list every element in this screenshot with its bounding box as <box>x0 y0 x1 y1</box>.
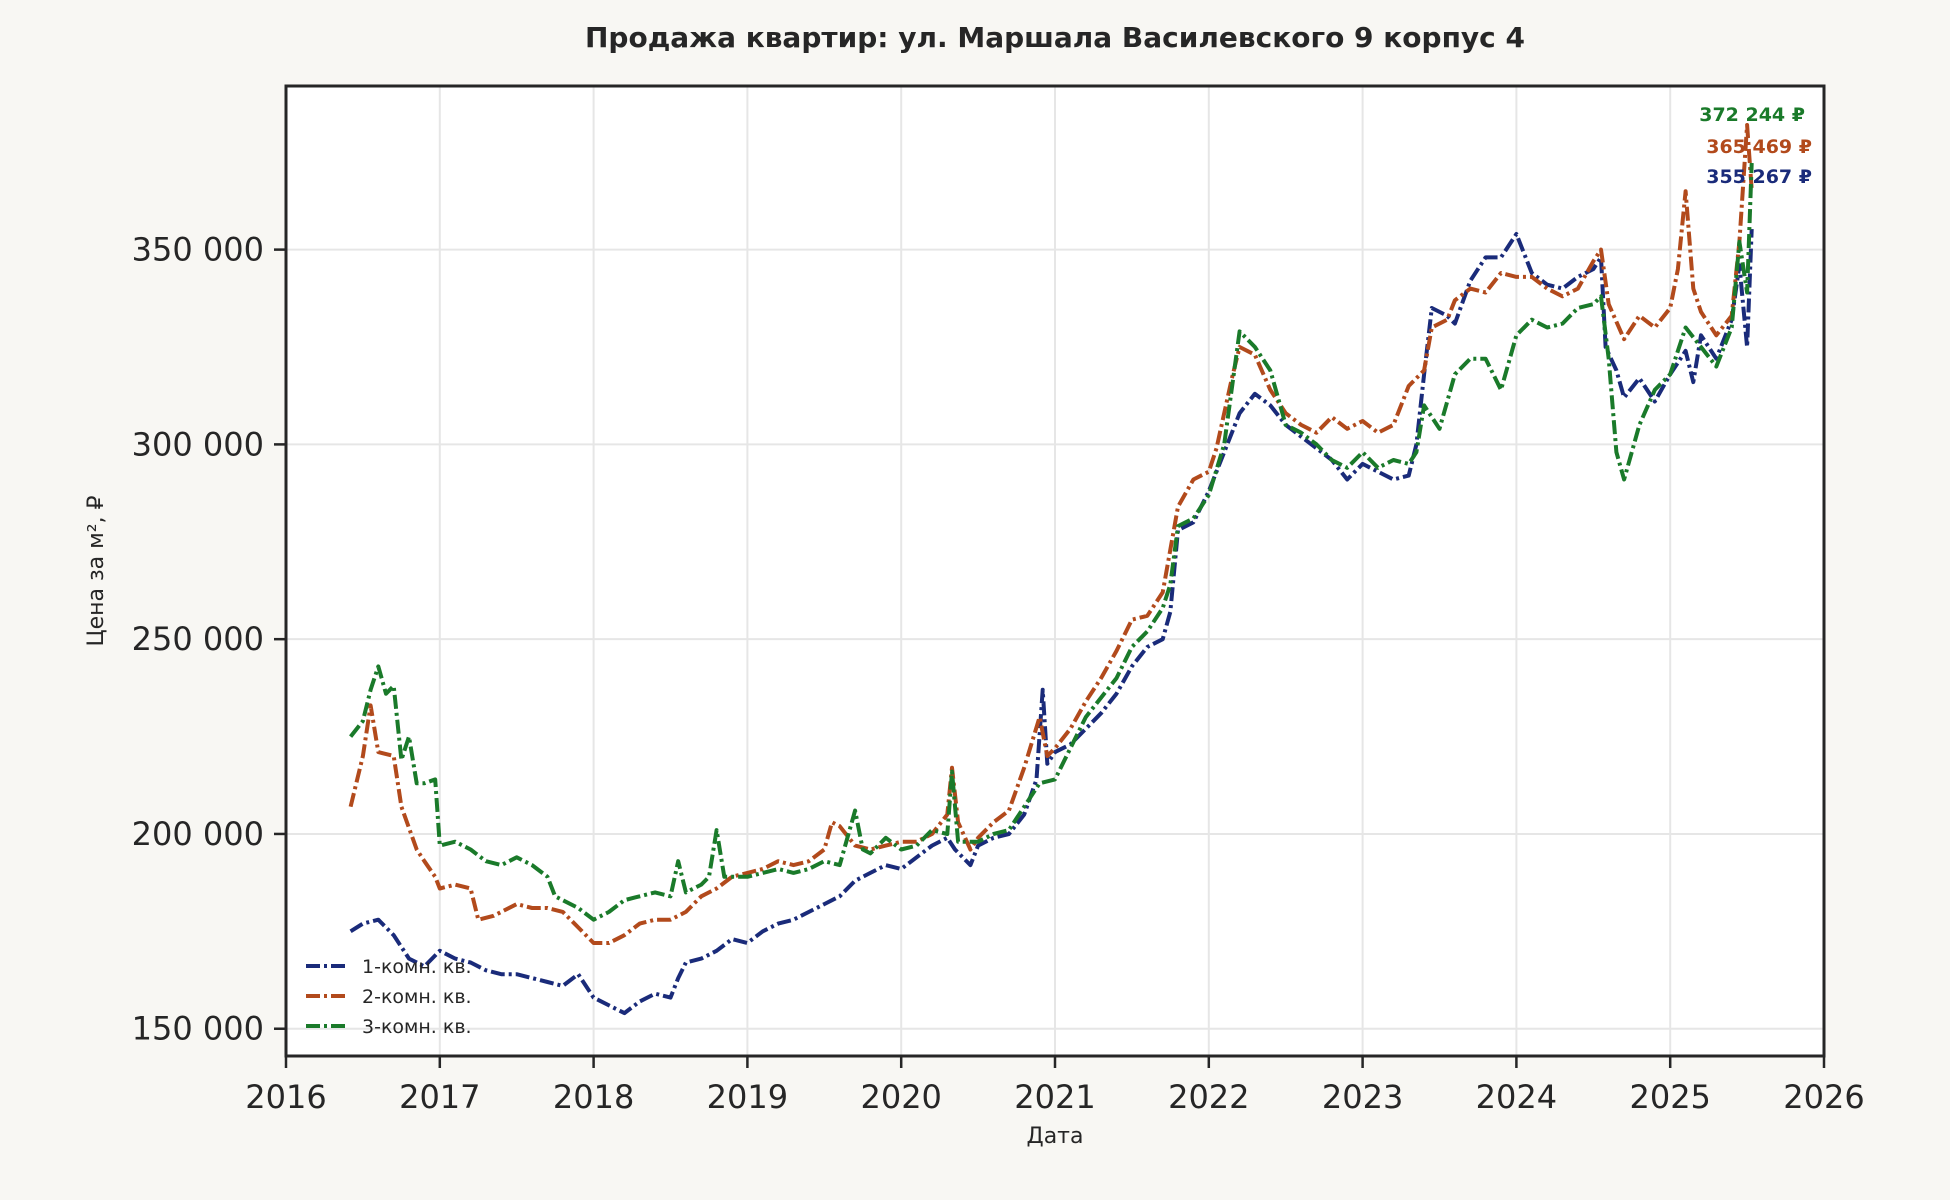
x-tick-label: 2019 <box>707 1078 788 1116</box>
x-tick-label: 2020 <box>860 1078 941 1116</box>
legend-label-1: 1-комн. кв. <box>362 956 472 978</box>
x-tick-label: 2021 <box>1014 1078 1095 1116</box>
end-value-label-2: 365 469 ₽ <box>1706 136 1812 158</box>
x-axis-label: Дата <box>1027 1124 1084 1149</box>
x-tick-label: 2025 <box>1629 1078 1710 1116</box>
series-lines <box>348 123 1754 1016</box>
x-tick-label: 2024 <box>1476 1078 1557 1116</box>
y-axis: 150 000 200 000 250 000 300 000 350 000 <box>132 231 286 1048</box>
end-value-label-3: 372 244 ₽ <box>1699 104 1805 126</box>
y-tick-label: 250 000 <box>132 620 264 658</box>
series-line-3 <box>349 162 1754 922</box>
x-tick-label: 2022 <box>1168 1078 1249 1116</box>
x-tick-label: 2018 <box>553 1078 634 1116</box>
legend-label-3: 3-комн. кв. <box>362 1016 472 1038</box>
x-tick-label: 2017 <box>399 1078 480 1116</box>
end-value-label-1: 355 267 ₽ <box>1706 166 1812 188</box>
legend-label-2: 2-комн. кв. <box>362 986 472 1008</box>
y-tick-label: 200 000 <box>132 815 264 853</box>
x-axis: 2016 2017 2018 2019 2020 2021 2022 2023 2024 2025… <box>245 1056 1865 1116</box>
x-tick-label: 2016 <box>245 1078 326 1116</box>
y-axis-label: Цена за м², ₽ <box>84 495 109 646</box>
chart-title: Продажа квартир: ул. Маршала Василевског… <box>585 21 1525 54</box>
legend: 1-комн. кв. 2-комн. кв. 3-комн. кв. <box>306 956 472 1038</box>
series-line-2 <box>348 123 1754 945</box>
end-value-labels: 355 267 ₽ 365 469 ₽ 372 244 ₽ <box>1699 104 1812 188</box>
y-tick-label: 300 000 <box>132 425 264 463</box>
y-tick-label: 150 000 <box>132 1010 264 1048</box>
x-tick-label: 2026 <box>1783 1078 1864 1116</box>
y-tick-label: 350 000 <box>132 231 264 269</box>
x-tick-label: 2023 <box>1322 1078 1403 1116</box>
